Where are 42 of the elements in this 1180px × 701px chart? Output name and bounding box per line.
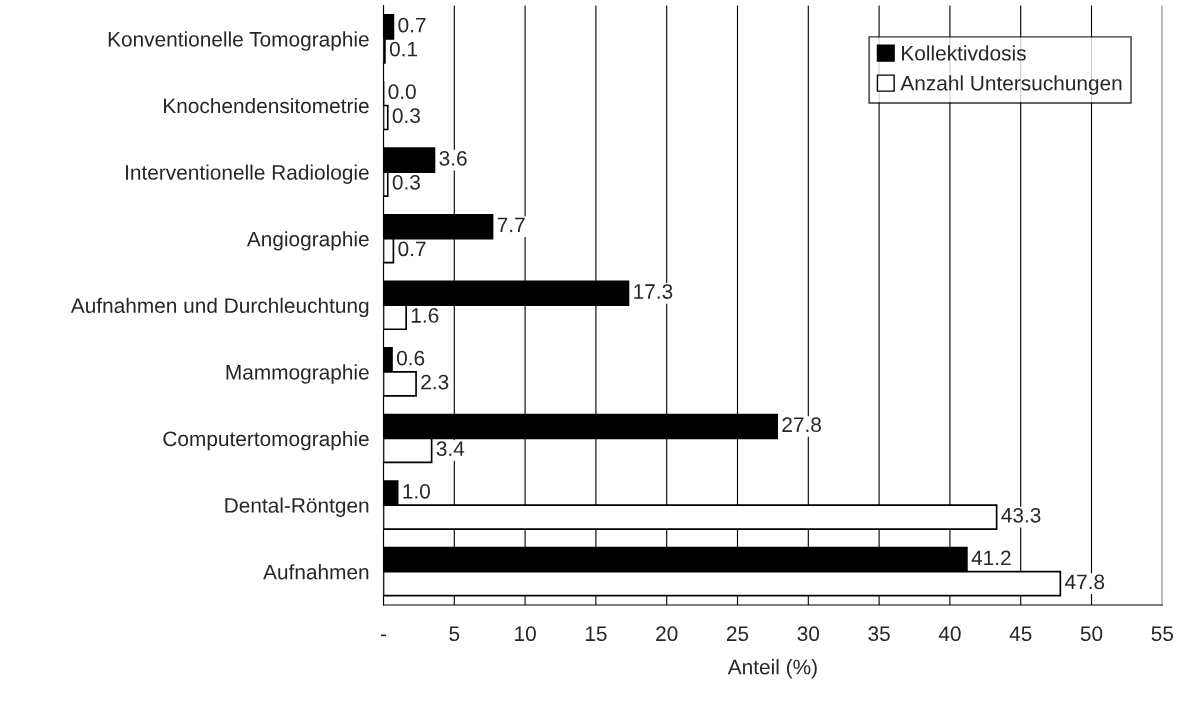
x-tick-label: 45 [1009,626,1032,642]
y-tick-label: Konventionelle Tomographie [108,31,369,51]
data-label: 0.0 [388,84,416,100]
data-label: 7.7 [497,217,525,233]
y-tick-label: Aufnahmen und Durchleuchtung [70,297,369,318]
y-tick-label: Angiographie [246,231,369,251]
y-tick-label: Aufnahmen [263,564,369,580]
y-tick-label: Interventionelle Radiologie [126,164,369,184]
data-label: 17.3 [634,284,673,299]
x-tick-label: 30 [797,626,820,642]
data-label: 41.2 [971,550,1011,566]
data-label: 0.3 [392,108,420,124]
x-tick-label: 15 [585,626,607,642]
y-tick-label: Computertomographie [163,430,369,451]
x-tick-label: 55 [1151,626,1174,642]
data-label: 3.6 [439,150,467,166]
data-label: 0.7 [398,241,426,257]
x-tick-label: 50 [1080,626,1103,642]
legend-label: Anzahl Untersuchungen [900,75,1122,95]
data-label: 43.3 [1001,507,1041,523]
data-label: 1.6 [411,308,439,323]
x-tick-label: 5 [449,626,460,642]
legend-label: Kollektivdosis [902,45,1026,61]
y-tick-label: Mammographie [226,364,369,384]
data-label: 0.7 [398,17,426,33]
x-axis-title: Anteil (%) [727,659,817,679]
data-label: 0.6 [396,350,425,366]
x-tick-label: 35 [868,626,890,642]
data-label: 0.1 [389,41,418,57]
x-tick-label: - [380,634,387,637]
data-label: 3.4 [436,441,465,457]
data-label: 1.0 [403,483,430,499]
x-tick-label: 10 [515,626,536,642]
data-label: 0.3 [392,174,420,190]
x-tick-label: 25 [726,626,749,642]
data-label: 2.3 [421,374,449,390]
y-tick-label: Dental-Röntgen [225,497,369,517]
x-tick-label: 40 [938,626,961,642]
x-tick-label: 20 [656,626,678,642]
data-label: 27.8 [782,417,821,433]
data-label: 47.8 [1064,574,1105,590]
y-tick-label: Knochendensitometrie [164,97,369,114]
